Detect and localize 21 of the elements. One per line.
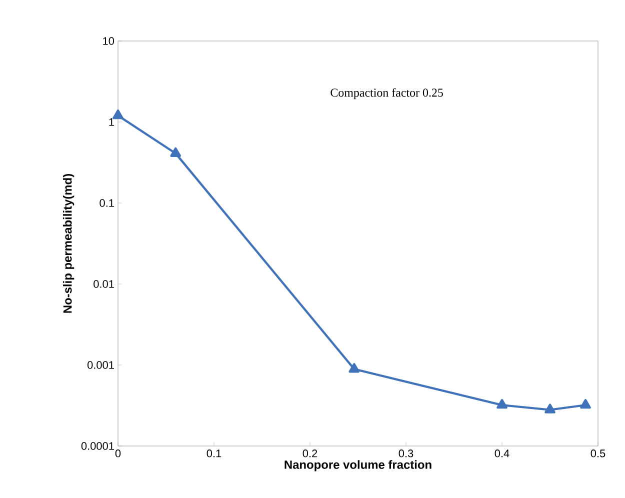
y-tick-label: 0.0001 [81,442,114,450]
point [112,110,124,120]
y-tick-label: 1 [109,118,114,126]
x-tick-label: 0.3 [398,450,414,458]
x-axis-title: Nanopore volume fraction [284,460,432,472]
x-tick-label: 0.2 [302,450,318,458]
point [170,147,182,157]
x-tick-label: 0 [115,450,121,458]
point [544,404,556,414]
point [580,399,591,409]
x-tick-label: 0.5 [590,450,606,458]
y-tick-label: 0.001 [87,361,114,369]
y-tick-label: 0.01 [94,280,114,288]
x-tick-label: 0.1 [206,450,222,458]
y-tick-label: 0.1 [100,199,114,207]
x-tick-label: 0.4 [494,450,510,458]
annotation: Compaction factor 0.25 [330,88,443,100]
y-axis-title: No-slip permeability(md) [62,174,74,313]
point [348,363,360,373]
point [496,399,508,409]
y-tick-label: 10 [103,37,114,45]
